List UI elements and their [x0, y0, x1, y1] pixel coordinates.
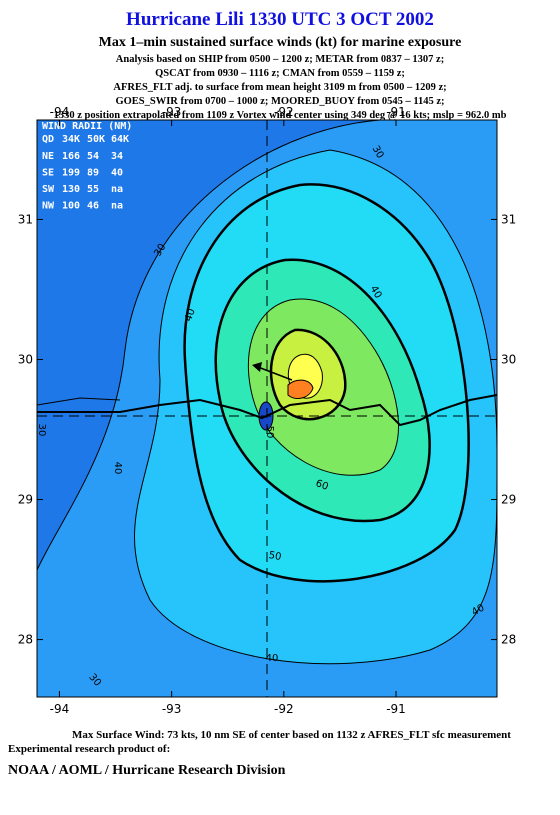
wind-radii-cell: 89 [87, 168, 99, 179]
wind-radii-title: WIND RADII (NM) [42, 121, 132, 132]
wind-radii-cell: 199 [62, 168, 80, 179]
subtitle: Max 1–min sustained surface winds (kt) f… [99, 35, 462, 50]
contour-label: 50 [268, 550, 282, 563]
wind-radii-cell: NE [42, 151, 54, 162]
contour-label: 40 [183, 307, 198, 323]
wind-radii-cell: na [111, 201, 123, 212]
info-line: AFRES_FLT adj. to surface from mean heig… [113, 82, 446, 93]
wind-radii-cell: 100 [62, 201, 80, 212]
info-line: GOES_SWIR from 0700 – 1000 z; MOORED_BUO… [115, 96, 444, 107]
x-tick-label: -92 [274, 105, 294, 119]
y-tick-label: 30 [501, 352, 516, 366]
wind-radii: WIND RADII (NM) QD 34K 50K 64K NE 166 54 34 SE 19… [42, 121, 132, 212]
y-tick-label: 29 [18, 493, 33, 507]
contour-label: 50 [264, 426, 275, 439]
wind-radii-cell: 50K [87, 134, 105, 145]
wind-radii-cell: 166 [62, 151, 80, 162]
wind-radii-cell: 54 [87, 151, 99, 162]
x-tick-label: -93 [162, 105, 182, 119]
wind-radii-cell: SE [42, 168, 54, 179]
x-tick-label: -92 [274, 702, 294, 716]
x-tick-label: -91 [386, 702, 406, 716]
footer-org: NOAA / AOML / Hurricane Research Divisio… [8, 763, 286, 778]
x-tick-label: -94 [50, 702, 70, 716]
wind-radii-cell: na [111, 184, 123, 195]
wind-radii-cell: 46 [87, 201, 99, 212]
wind-radii-cell: 34K [62, 134, 80, 145]
wind-radii-cell: 64K [111, 134, 129, 145]
wind-radii-cell: 34 [111, 151, 123, 162]
wind-radii-cell: 130 [62, 184, 80, 195]
contour-label: 60 [314, 478, 330, 493]
contour-label: 40 [266, 653, 279, 664]
info-line: Analysis based on SHIP from 0500 – 1200 … [116, 54, 444, 65]
x-tick-label: -91 [386, 105, 406, 119]
info-line: 1330 z position extrapolated from 1109 z… [54, 110, 507, 121]
footer-product: Experimental research product of: [8, 743, 170, 755]
y-tick-label: 28 [18, 633, 33, 647]
frame [36, 119, 498, 698]
footer-note: Max Surface Wind: 73 kts, 10 nm SE of ce… [72, 729, 511, 741]
wind-radii-cell: 40 [111, 168, 123, 179]
info-line: QSCAT from 0930 – 1116 z; CMAN from 0559… [155, 68, 405, 79]
y-tick-label: 29 [501, 493, 516, 507]
wind-radii-cell: QD [42, 134, 54, 145]
wind-radii-cell: NW [42, 201, 55, 212]
y-tick-label: 31 [501, 212, 516, 226]
contour-label: 30 [36, 424, 47, 437]
contour-label: 40 [112, 462, 123, 475]
x-tick-label: -93 [162, 702, 182, 716]
wind-field [37, 120, 497, 697]
y-tick-label: 30 [18, 352, 33, 366]
wind-radii-cell: SW [42, 184, 55, 195]
x-tick-label: -94 [50, 105, 70, 119]
y-tick-label: 31 [18, 212, 33, 226]
title: Hurricane Lili 1330 UTC 3 OCT 2002 [126, 9, 434, 30]
wind-radii-cell: 55 [87, 184, 99, 195]
y-tick-label: 28 [501, 633, 516, 647]
